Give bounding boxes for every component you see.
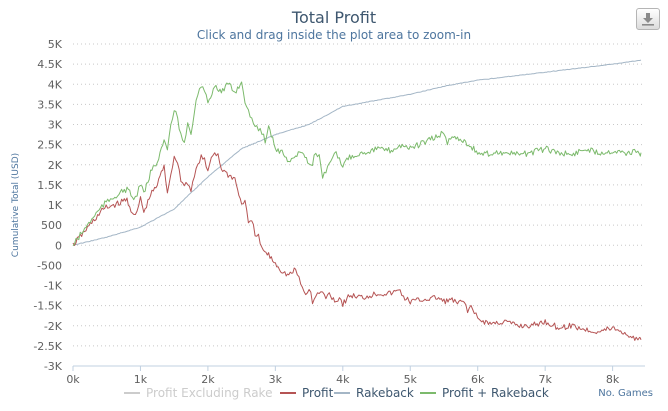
- x-tick-label: 2k: [201, 373, 215, 386]
- chart-subtitle: Click and drag inside the plot area to z…: [197, 28, 471, 42]
- y-tick-label: -500: [37, 259, 62, 272]
- y-tick-label: 0: [55, 239, 62, 252]
- legend-item[interactable]: Profit + Rakeback: [420, 386, 549, 400]
- x-tick-label: 0k: [66, 373, 80, 386]
- legend-item[interactable]: Rakeback: [334, 386, 414, 400]
- download-icon: [642, 13, 654, 26]
- y-tick-label: 1.5K: [37, 179, 62, 192]
- x-axis-tick-labels: 0k 1k 2k 3k 4k 5k 6k 7k 8k: [66, 366, 620, 386]
- legend-label: Profit Excluding Rake: [146, 386, 272, 400]
- y-tick-label: 1K: [48, 199, 63, 212]
- y-tick-label: -1K: [44, 280, 63, 293]
- y-tick-label: 500: [41, 219, 62, 232]
- legend-label: Profit: [302, 386, 334, 400]
- legend-label: Profit + Rakeback: [442, 386, 549, 400]
- y-tick-label: 3.5K: [37, 98, 62, 111]
- x-tick-label: 4k: [336, 373, 350, 386]
- y-tick-label: 5K: [48, 38, 63, 51]
- series-layer: [72, 59, 642, 341]
- series-line-rakeback[interactable]: [72, 59, 642, 246]
- legend-item[interactable]: Profit Excluding Rake: [124, 386, 272, 400]
- y-tick-label: -2K: [44, 320, 63, 333]
- x-tick-label: 8k: [606, 373, 620, 386]
- y-tick-label: 2.5K: [37, 139, 62, 152]
- x-tick-label: 6k: [471, 373, 485, 386]
- y-tick-label: 4.5K: [37, 58, 62, 71]
- chart-title: Total Profit: [291, 8, 376, 27]
- export-button[interactable]: [636, 8, 660, 30]
- y-tick-label: 2K: [48, 159, 63, 172]
- y-tick-label: 4K: [48, 78, 63, 91]
- y-tick-label: 3K: [48, 119, 63, 132]
- y-tick-label: -3K: [44, 360, 63, 373]
- y-tick-label: -2.5K: [33, 340, 62, 353]
- legend-item[interactable]: Profit: [280, 386, 334, 400]
- grid-lines: [73, 43, 645, 347]
- y-tick-label: -1.5K: [33, 300, 62, 313]
- series-line-profit-rakeback[interactable]: [72, 81, 642, 247]
- series-line-profit[interactable]: [72, 152, 642, 341]
- legend[interactable]: Profit Excluding Rake Profit Rakeback Profi…: [124, 386, 549, 400]
- x-tick-label: 1k: [134, 373, 148, 386]
- y-axis-label: Cumulative Total (USD): [11, 153, 21, 257]
- x-axis-label: No. Games: [598, 388, 653, 399]
- x-tick-label: 7k: [538, 373, 552, 386]
- x-tick-label: 5k: [404, 373, 418, 386]
- y-axis-tick-labels: -3K -2.5K -2K -1.5K -1K -500 0 500 1K 1.5K 2K 2.5K 3…: [33, 38, 62, 373]
- x-tick-label: 3k: [269, 373, 283, 386]
- legend-label: Rakeback: [356, 386, 414, 400]
